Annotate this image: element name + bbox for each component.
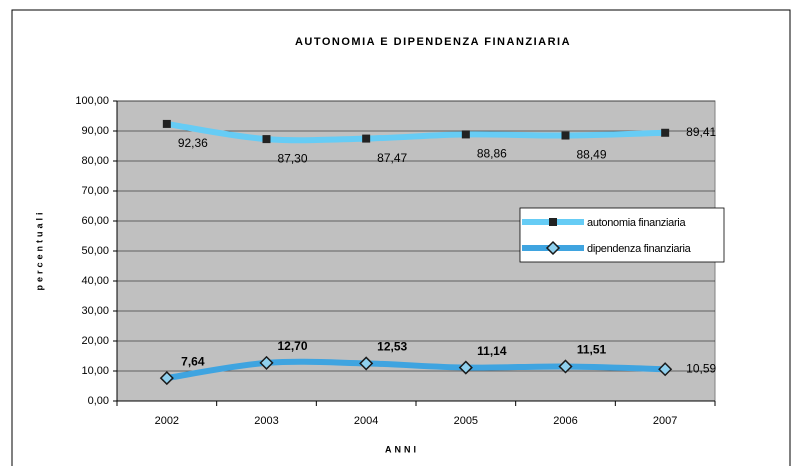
data-label: 11,51: [577, 343, 607, 357]
data-label: 12,53: [377, 340, 407, 354]
y-tick-label: 10,00: [81, 365, 109, 377]
data-point: [362, 134, 371, 143]
y-tick-label: 80,00: [81, 155, 109, 167]
data-label: 11,14: [477, 344, 507, 358]
y-tick-label: 100,00: [75, 95, 109, 107]
x-tick-label: 2004: [354, 415, 378, 427]
x-tick-label: 2003: [254, 415, 278, 427]
y-tick-label: 70,00: [81, 185, 109, 197]
legend-marker: [545, 240, 561, 256]
data-point: [259, 355, 274, 370]
data-point: [661, 128, 670, 137]
legend-marker: [549, 218, 557, 226]
data-label: 88,49: [576, 148, 606, 162]
y-axis-label: percentuali: [34, 209, 44, 290]
data-point: [561, 131, 570, 140]
data-label: 7,64: [181, 354, 205, 368]
y-tick-label: 60,00: [81, 215, 109, 227]
data-label: 89,41: [686, 125, 716, 139]
data-label: 10,59: [686, 361, 716, 375]
series-line: [166, 358, 666, 382]
data-label: 87,47: [377, 151, 407, 165]
x-axis-label: ANNI: [385, 444, 419, 454]
legend-label: autonomia finanziaria: [587, 217, 686, 229]
data-point: [658, 362, 673, 377]
data-point: [558, 359, 573, 374]
data-label: 12,70: [277, 339, 307, 353]
x-tick-label: 2007: [653, 415, 677, 427]
x-tick-label: 2006: [553, 415, 577, 427]
data-label: 92,36: [178, 136, 208, 150]
chart-border: [11, 9, 791, 466]
series-line: [166, 120, 666, 144]
y-tick-label: 90,00: [81, 125, 109, 137]
data-point: [458, 360, 473, 375]
data-point: [461, 130, 470, 139]
data-point: [159, 371, 174, 386]
y-tick-label: 20,00: [81, 335, 109, 347]
y-tick-label: 30,00: [81, 305, 109, 317]
y-tick-label: 50,00: [81, 245, 109, 257]
legend-label: dipendenza finanziaria: [587, 243, 692, 255]
data-point: [162, 119, 171, 128]
chart-title: AUTONOMIA E DIPENDENZA FINANZIARIA: [295, 36, 571, 48]
x-tick-label: 2002: [155, 415, 179, 427]
data-point: [359, 356, 374, 371]
data-label: 88,86: [477, 147, 507, 161]
data-point: [262, 135, 271, 144]
y-tick-label: 0,00: [88, 395, 109, 407]
data-label: 87,30: [277, 151, 307, 165]
x-tick-label: 2005: [454, 415, 478, 427]
y-tick-label: 40,00: [81, 275, 109, 287]
